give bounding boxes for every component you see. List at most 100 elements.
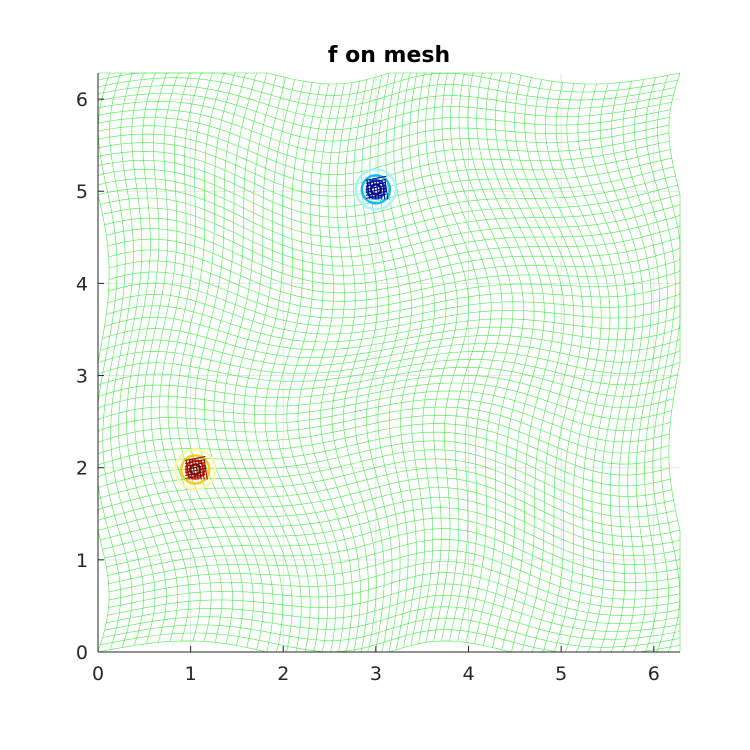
- mesh-line: [107, 528, 681, 583]
- mesh-line: [97, 77, 676, 108]
- mesh-line: [167, 72, 223, 643]
- peak-mesh-line: [185, 456, 206, 462]
- mesh-line: [97, 414, 670, 465]
- peak-mesh-line: [185, 468, 206, 474]
- mesh-line: [109, 260, 681, 310]
- chart-title: f on mesh: [328, 43, 450, 68]
- mesh-line: [97, 406, 670, 454]
- mesh-line: [97, 423, 670, 476]
- mesh-line: [109, 549, 681, 600]
- mesh-line: [97, 169, 676, 228]
- peak-mesh-line: [197, 459, 202, 480]
- mesh-line: [97, 85, 674, 119]
- x-tick-label: 6: [648, 663, 660, 685]
- peak-ring: [354, 168, 398, 211]
- mesh-line: [106, 594, 681, 632]
- peak-mesh-line: [200, 459, 205, 480]
- mesh-line: [97, 449, 674, 508]
- mesh-line: [102, 617, 681, 648]
- mesh-line: [106, 517, 681, 574]
- mesh-line: [97, 93, 672, 131]
- mesh-line: [109, 271, 681, 319]
- mesh-line: [97, 178, 678, 238]
- y-tick-label: 6: [76, 89, 88, 111]
- mesh-line: [588, 83, 636, 653]
- mesh-line: [108, 249, 681, 302]
- peak-mesh-line: [365, 187, 386, 193]
- mesh-line: [611, 82, 652, 653]
- x-tick-label: 4: [462, 663, 474, 685]
- mesh-line: [98, 72, 681, 85]
- mesh-line: [97, 133, 670, 186]
- mesh-line: [104, 507, 681, 565]
- mesh-line: [354, 77, 385, 653]
- mesh-line: [97, 117, 670, 164]
- peak-mesh-line: [185, 474, 206, 480]
- mesh-line: [97, 467, 678, 528]
- mesh-line: [100, 197, 681, 258]
- mesh-line: [385, 72, 412, 650]
- mesh-line: [450, 72, 503, 642]
- mesh-line: [159, 72, 212, 642]
- mesh-line: [118, 72, 156, 644]
- peak-mesh-line: [384, 179, 389, 200]
- mesh-line: [668, 72, 681, 652]
- mesh-line: [97, 431, 671, 487]
- mesh-line: [134, 72, 179, 642]
- mesh-line: [100, 487, 681, 547]
- x-tick-label: 1: [185, 663, 197, 685]
- mesh-line: [97, 125, 670, 175]
- mesh-line: [645, 77, 676, 653]
- x-tick-label: 2: [277, 663, 289, 685]
- mesh-line: [106, 305, 681, 343]
- mesh-line: [107, 583, 681, 624]
- mesh-line: [102, 497, 681, 556]
- peak-mesh-line: [365, 190, 386, 196]
- mesh-plot: [97, 72, 681, 653]
- mesh-line: [514, 75, 575, 653]
- mesh-line: [204, 72, 264, 650]
- mesh-line: [97, 160, 674, 218]
- mesh-line: [104, 606, 681, 640]
- mesh-line: [366, 75, 393, 653]
- mesh-line: [97, 398, 670, 443]
- mesh-line: [100, 339, 681, 366]
- mesh-line: [102, 207, 681, 267]
- mesh-line: [97, 109, 670, 153]
- y-tick-label: 0: [76, 642, 88, 664]
- tick-labels: 0 1 2 3 4 5 6 0 1 2 3 4 5 6: [76, 89, 660, 685]
- mesh-line: [599, 83, 644, 653]
- mesh-line: [102, 72, 133, 648]
- x-tick-label: 0: [92, 663, 104, 685]
- peak-mesh-line: [203, 459, 208, 480]
- y-tick-label: 5: [76, 181, 88, 203]
- mesh-line: [104, 316, 681, 351]
- peak-ring: [174, 448, 217, 491]
- x-tick-label: 5: [555, 663, 567, 685]
- mesh-line: [393, 72, 424, 648]
- peak-mesh-line: [185, 471, 206, 477]
- mesh-line: [108, 282, 681, 327]
- mesh-line: [104, 217, 681, 276]
- mesh-line: [97, 366, 676, 397]
- mesh-line: [97, 73, 110, 653]
- mesh-line: [97, 458, 676, 518]
- mesh-features: [174, 168, 398, 491]
- mesh-line: [97, 477, 681, 537]
- peak-mesh-line: [188, 459, 193, 480]
- mesh-line: [109, 561, 681, 608]
- y-tick-label: 2: [76, 458, 88, 480]
- mesh-line: [126, 72, 167, 643]
- mesh-line: [107, 294, 681, 335]
- mesh-line: [297, 83, 345, 653]
- peak-mesh-line: [365, 175, 386, 181]
- y-tick-label: 1: [76, 550, 88, 572]
- mesh-line: [97, 390, 671, 431]
- mesh-line: [555, 82, 611, 653]
- mesh-line: [458, 72, 514, 643]
- mesh-line: [566, 83, 619, 653]
- mesh-line: [320, 82, 361, 653]
- mesh-line: [97, 150, 672, 208]
- peak-mesh-line: [381, 179, 386, 200]
